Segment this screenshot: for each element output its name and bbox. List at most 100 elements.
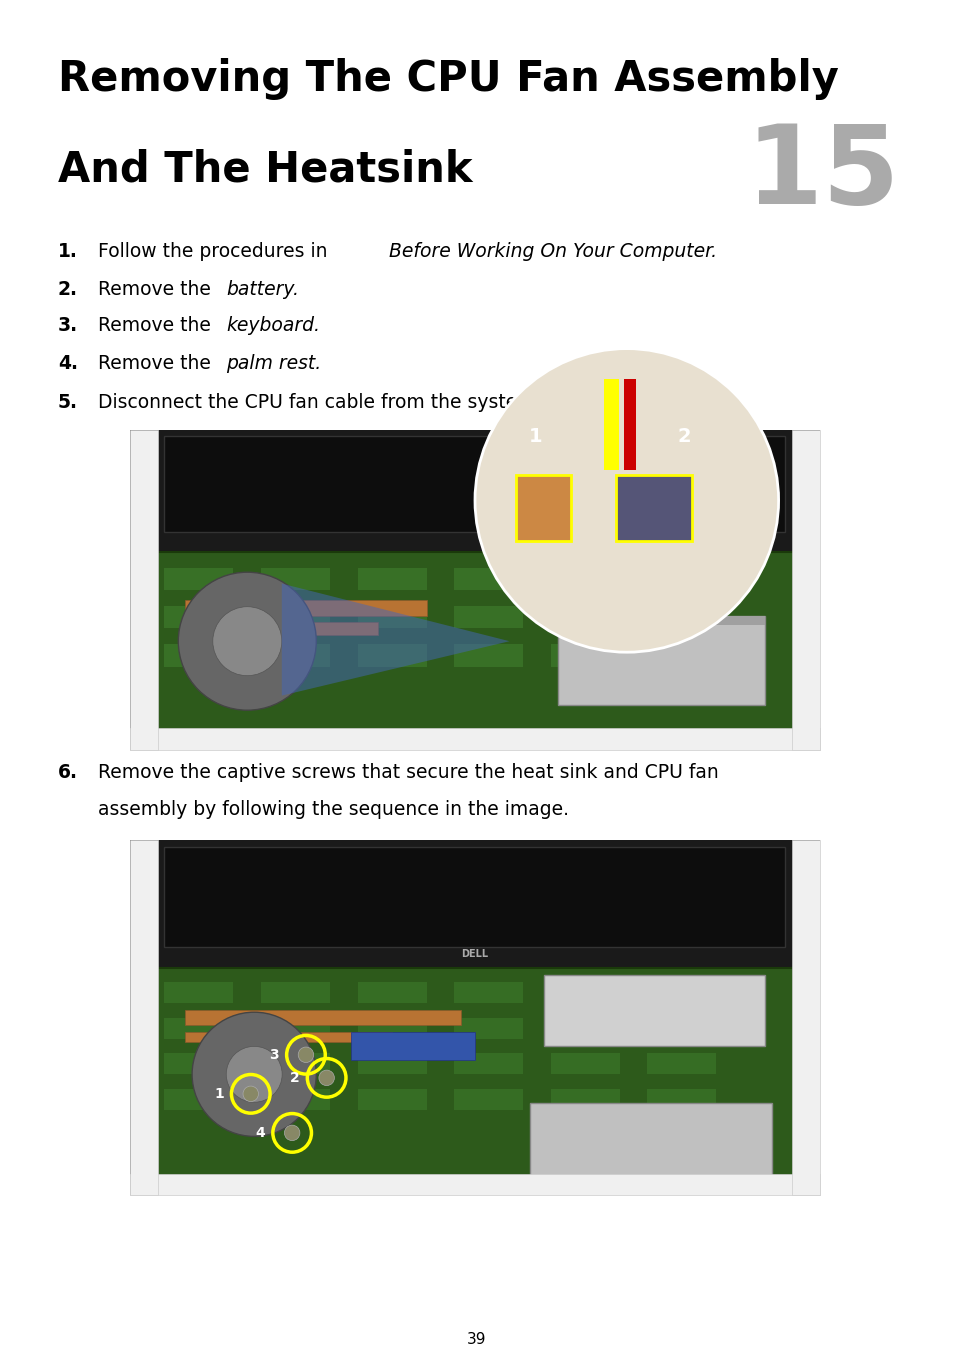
Bar: [130, 430, 820, 750]
Bar: [164, 436, 784, 533]
Ellipse shape: [192, 1012, 316, 1137]
Bar: [558, 616, 764, 626]
Bar: [164, 982, 233, 1003]
Bar: [130, 840, 157, 1195]
Bar: [261, 1018, 330, 1038]
Text: 5.: 5.: [58, 393, 78, 413]
Text: 1.: 1.: [58, 242, 78, 261]
Text: 15: 15: [744, 120, 899, 227]
Text: Before Working On Your Computer.: Before Working On Your Computer.: [388, 242, 716, 261]
Bar: [647, 1018, 716, 1038]
Bar: [130, 840, 820, 1195]
Text: assembly by following the sequence in the image.: assembly by following the sequence in th…: [98, 800, 568, 820]
Text: 1: 1: [528, 428, 542, 447]
Text: 3: 3: [269, 1048, 278, 1061]
Bar: [164, 1018, 233, 1038]
Bar: [261, 568, 330, 590]
Text: 2: 2: [290, 1071, 299, 1085]
Bar: [550, 982, 619, 1003]
Bar: [454, 982, 523, 1003]
Bar: [130, 430, 157, 750]
Bar: [185, 600, 426, 616]
Ellipse shape: [243, 1086, 258, 1101]
Text: 1: 1: [213, 1087, 223, 1101]
Bar: [261, 1053, 330, 1074]
Bar: [647, 982, 716, 1003]
Bar: [357, 1089, 426, 1109]
Bar: [164, 1053, 233, 1074]
Bar: [454, 1053, 523, 1074]
Bar: [454, 607, 523, 628]
Bar: [454, 1018, 523, 1038]
Ellipse shape: [475, 348, 778, 652]
Bar: [543, 975, 764, 1046]
Bar: [792, 430, 820, 750]
Polygon shape: [281, 583, 509, 695]
Text: Remove the: Remove the: [98, 280, 216, 299]
Ellipse shape: [226, 1046, 282, 1102]
Bar: [164, 1089, 233, 1109]
Bar: [164, 568, 233, 590]
Text: 2: 2: [677, 428, 691, 447]
Ellipse shape: [178, 572, 316, 710]
Bar: [558, 616, 764, 705]
Bar: [164, 847, 784, 947]
Text: Disconnect the CPU fan cable from the system board.: Disconnect the CPU fan cable from the sy…: [98, 393, 601, 413]
Bar: [164, 645, 233, 667]
Bar: [357, 607, 426, 628]
Bar: [357, 645, 426, 667]
Bar: [550, 1018, 619, 1038]
Bar: [647, 568, 716, 590]
Bar: [261, 645, 330, 667]
Bar: [357, 1018, 426, 1038]
Text: Remove the: Remove the: [98, 354, 216, 373]
Text: battery.: battery.: [226, 280, 298, 299]
Bar: [550, 568, 619, 590]
Bar: [261, 607, 330, 628]
Bar: [164, 607, 233, 628]
Bar: [151, 552, 799, 738]
Bar: [550, 1089, 619, 1109]
Text: DELL: DELL: [461, 948, 488, 959]
Text: Remove the captive screws that secure the heat sink and CPU fan: Remove the captive screws that secure th…: [98, 764, 718, 781]
Text: Remove the: Remove the: [98, 316, 216, 335]
Text: 39: 39: [467, 1332, 486, 1347]
Bar: [623, 378, 636, 470]
Bar: [130, 728, 820, 750]
Bar: [616, 474, 691, 541]
Bar: [792, 840, 820, 1195]
Bar: [357, 982, 426, 1003]
Text: 6.: 6.: [58, 764, 78, 781]
Ellipse shape: [284, 1126, 299, 1141]
Text: Follow the procedures in: Follow the procedures in: [98, 242, 334, 261]
Bar: [185, 1011, 460, 1024]
Bar: [516, 474, 570, 541]
Bar: [261, 982, 330, 1003]
Bar: [357, 1053, 426, 1074]
Bar: [351, 1031, 475, 1060]
Bar: [647, 1089, 716, 1109]
Text: 4: 4: [255, 1126, 265, 1139]
Bar: [647, 645, 716, 667]
Bar: [261, 1089, 330, 1109]
Text: 4.: 4.: [58, 354, 78, 373]
Text: And The Heatsink: And The Heatsink: [58, 148, 472, 190]
Text: 2.: 2.: [58, 280, 78, 299]
Bar: [550, 1053, 619, 1074]
Bar: [550, 645, 619, 667]
Bar: [454, 645, 523, 667]
Text: keyboard.: keyboard.: [226, 316, 319, 335]
Bar: [454, 1089, 523, 1109]
Bar: [550, 607, 619, 628]
Bar: [603, 378, 618, 470]
Bar: [130, 1173, 820, 1195]
Text: Removing The CPU Fan Assembly: Removing The CPU Fan Assembly: [58, 57, 838, 100]
Bar: [454, 568, 523, 590]
Bar: [647, 607, 716, 628]
Ellipse shape: [318, 1070, 335, 1086]
Bar: [185, 622, 378, 635]
Bar: [151, 967, 799, 1180]
Bar: [530, 1102, 771, 1191]
Bar: [647, 1053, 716, 1074]
Text: palm rest.: palm rest.: [226, 354, 321, 373]
